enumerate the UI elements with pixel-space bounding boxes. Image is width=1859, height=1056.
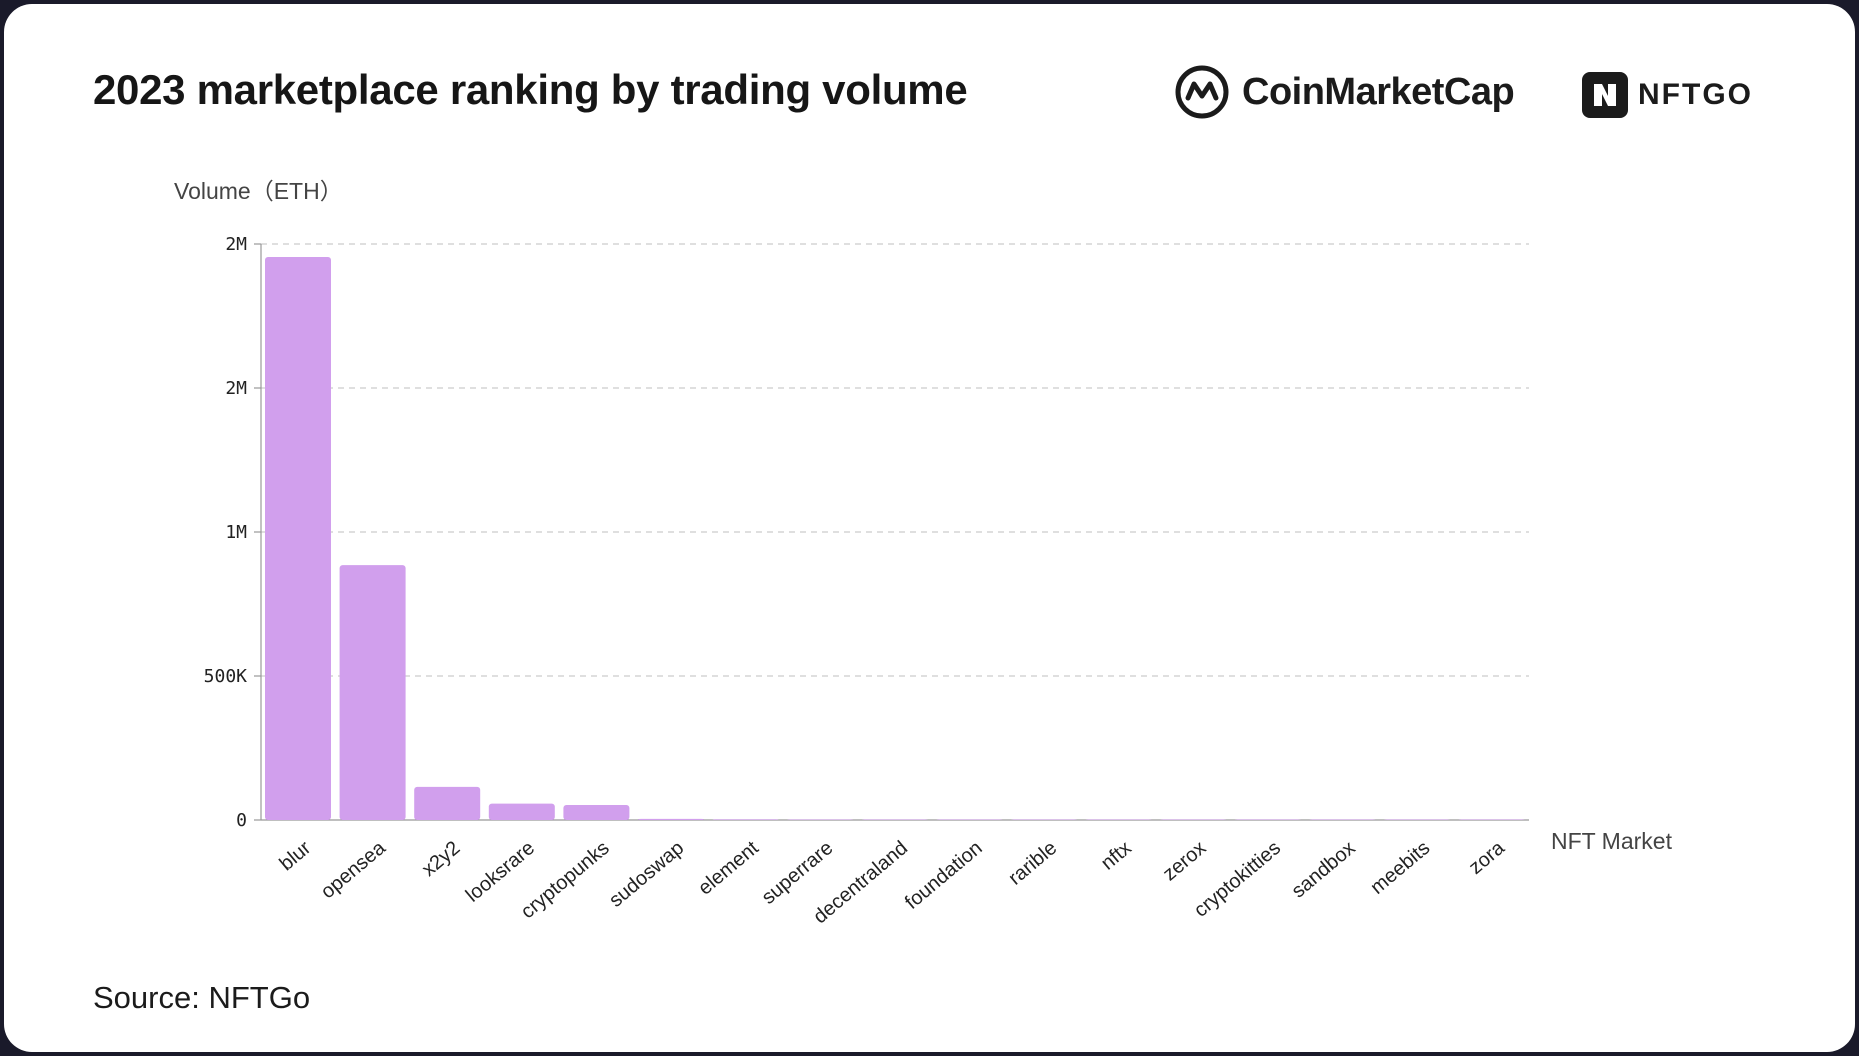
x-tick-label-zerox: zerox xyxy=(1159,837,1211,885)
y-tick-label: 0 xyxy=(236,810,247,831)
y-tick-label: 500K xyxy=(204,666,248,687)
x-tick-label-rarible: rarible xyxy=(1004,837,1061,890)
bar-foundation xyxy=(936,819,1003,820)
x-tick-label-sandbox: sandbox xyxy=(1288,837,1360,902)
bar-decentraland xyxy=(861,819,928,820)
y-tick-label: 2M xyxy=(225,378,247,399)
chart-card: 2023 marketplace ranking by trading volu… xyxy=(4,4,1855,1052)
x-tick-label-x2y2: x2y2 xyxy=(418,837,465,881)
bar-x2y2 xyxy=(414,786,481,820)
y-axis-label: Volume（ETH） xyxy=(174,178,343,204)
bar-nftx xyxy=(1085,819,1152,820)
bar-sudoswap xyxy=(638,818,704,820)
bar-cryptokitties xyxy=(1234,819,1301,820)
bar-meebits xyxy=(1384,819,1450,820)
bar-cryptopunks xyxy=(563,805,630,820)
bar-zora xyxy=(1458,819,1525,820)
x-tick-label-element: element xyxy=(694,837,763,900)
bar-blur xyxy=(265,256,331,820)
coinmarketcap-icon xyxy=(1175,65,1229,119)
x-axis-label: NFT Market xyxy=(1551,828,1673,854)
x-tick-label-opensea: opensea xyxy=(317,836,391,903)
nftgo-wordmark: NFTGO xyxy=(1638,78,1753,111)
bar-looksrare xyxy=(488,803,555,820)
bar-zerox xyxy=(1160,819,1227,820)
coinmarketcap-wordmark: CoinMarketCap xyxy=(1242,70,1515,113)
bar-sandbox xyxy=(1309,819,1376,820)
y-tick-label: 1M xyxy=(225,522,247,543)
bar-element xyxy=(712,819,779,820)
chart-title: 2023 marketplace ranking by trading volu… xyxy=(93,66,968,113)
x-tick-label-foundation: foundation xyxy=(901,837,987,914)
nftgo-logo: NFTGO xyxy=(1582,72,1753,118)
x-tick-label-sudoswap: sudoswap xyxy=(605,837,688,912)
x-tick-label-zora: zora xyxy=(1465,836,1510,878)
bar-superrare xyxy=(787,819,854,820)
x-tick-label-blur: blur xyxy=(276,837,316,876)
coinmarketcap-logo: CoinMarketCap xyxy=(1174,64,1515,120)
bar-opensea xyxy=(339,565,406,820)
source-note: Source: NFTGo xyxy=(93,980,311,1015)
nftgo-icon xyxy=(1582,72,1628,118)
x-tick-label-meebits: meebits xyxy=(1366,837,1434,899)
x-tick-label-nftx: nftx xyxy=(1097,837,1136,875)
y-tick-label: 2M xyxy=(225,234,247,255)
bar-rarible xyxy=(1011,819,1077,820)
